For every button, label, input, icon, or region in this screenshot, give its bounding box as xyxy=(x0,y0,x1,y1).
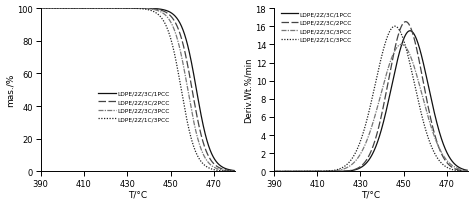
LDPE/2Z/3C/3PCC xyxy=(193,131,199,133)
LDPE/2Z/3C/1PCC xyxy=(193,87,199,89)
LDPE/2Z/3C/1PCC xyxy=(350,169,356,172)
Legend: LDPE/2Z/3C/1PCC, LDPE/2Z/3C/2PCC, LDPE/2Z/3C/3PCC, LDPE/2Z/1C/3PCC: LDPE/2Z/3C/1PCC, LDPE/2Z/3C/2PCC, LDPE/2… xyxy=(281,12,352,43)
LDPE/2Z/3C/1PCC xyxy=(38,8,44,10)
Line: LDPE/2Z/3C/3PCC: LDPE/2Z/3C/3PCC xyxy=(41,9,236,171)
LDPE/2Z/1C/3PCC xyxy=(58,8,64,10)
LDPE/2Z/1C/3PCC xyxy=(356,143,362,145)
LDPE/2Z/3C/2PCC xyxy=(233,170,238,172)
LDPE/2Z/3C/3PCC xyxy=(465,170,471,172)
LDPE/2Z/3C/1PCC xyxy=(58,8,64,10)
Line: LDPE/2Z/3C/1PCC: LDPE/2Z/3C/1PCC xyxy=(41,9,236,171)
LDPE/2Z/3C/2PCC xyxy=(271,170,277,173)
LDPE/2Z/3C/1PCC xyxy=(356,167,362,170)
LDPE/2Z/3C/2PCC xyxy=(58,8,64,10)
LDPE/2Z/3C/2PCC xyxy=(423,94,428,97)
LDPE/2Z/3C/2PCC xyxy=(291,170,297,173)
LDPE/2Z/1C/3PCC xyxy=(190,142,195,144)
Legend: LDPE/2Z/3C/1PCC, LDPE/2Z/3C/2PCC, LDPE/2Z/3C/3PCC, LDPE/2Z/1C/3PCC: LDPE/2Z/3C/1PCC, LDPE/2Z/3C/2PCC, LDPE/2… xyxy=(98,91,170,122)
LDPE/2Z/1C/3PCC xyxy=(405,54,410,56)
LDPE/2Z/3C/1PCC xyxy=(465,170,471,172)
LDPE/2Z/3C/2PCC xyxy=(172,21,177,23)
LDPE/2Z/1C/3PCC xyxy=(423,129,428,132)
LDPE/2Z/3C/3PCC xyxy=(405,50,410,52)
LDPE/2Z/3C/1PCC xyxy=(190,67,195,70)
X-axis label: T/°C: T/°C xyxy=(362,190,381,198)
LDPE/2Z/3C/2PCC xyxy=(356,166,362,169)
LDPE/2Z/1C/3PCC xyxy=(124,8,129,10)
LDPE/2Z/3C/3PCC xyxy=(233,170,238,173)
Line: LDPE/2Z/3C/2PCC: LDPE/2Z/3C/2PCC xyxy=(274,23,468,172)
X-axis label: T/°C: T/°C xyxy=(128,190,147,198)
LDPE/2Z/1C/3PCC xyxy=(350,157,356,159)
LDPE/2Z/3C/1PCC xyxy=(271,170,277,173)
LDPE/2Z/3C/3PCC xyxy=(291,170,297,173)
LDPE/2Z/3C/2PCC xyxy=(465,170,471,173)
LDPE/2Z/1C/3PCC xyxy=(271,170,277,173)
Y-axis label: Deriv.Wt.%/min: Deriv.Wt.%/min xyxy=(244,58,253,123)
LDPE/2Z/3C/2PCC xyxy=(117,8,122,10)
LDPE/2Z/3C/3PCC xyxy=(38,8,44,10)
LDPE/2Z/3C/2PCC xyxy=(427,111,432,114)
LDPE/2Z/3C/3PCC xyxy=(271,170,277,173)
LDPE/2Z/1C/3PCC xyxy=(291,170,297,173)
LDPE/2Z/3C/1PCC xyxy=(427,89,432,92)
LDPE/2Z/3C/3PCC xyxy=(423,108,428,110)
LDPE/2Z/3C/1PCC xyxy=(233,170,238,172)
LDPE/2Z/1C/3PCC xyxy=(193,152,199,154)
LDPE/2Z/1C/3PCC xyxy=(392,26,398,28)
Y-axis label: mas./%: mas./% xyxy=(6,74,15,107)
LDPE/2Z/3C/3PCC xyxy=(124,8,129,10)
LDPE/2Z/3C/3PCC xyxy=(399,44,404,46)
LDPE/2Z/3C/1PCC xyxy=(172,15,177,18)
LDPE/2Z/3C/3PCC xyxy=(350,163,356,165)
Line: LDPE/2Z/1C/3PCC: LDPE/2Z/1C/3PCC xyxy=(41,9,236,172)
Line: LDPE/2Z/3C/1PCC: LDPE/2Z/3C/1PCC xyxy=(274,32,468,172)
LDPE/2Z/3C/3PCC xyxy=(172,30,177,32)
LDPE/2Z/3C/2PCC xyxy=(350,169,356,172)
LDPE/2Z/3C/3PCC xyxy=(117,8,122,10)
LDPE/2Z/1C/3PCC xyxy=(117,8,122,10)
LDPE/2Z/1C/3PCC xyxy=(38,8,44,10)
LDPE/2Z/3C/3PCC xyxy=(190,115,195,117)
LDPE/2Z/1C/3PCC xyxy=(172,53,177,55)
LDPE/2Z/1C/3PCC xyxy=(465,170,471,173)
LDPE/2Z/3C/1PCC xyxy=(124,8,129,10)
Line: LDPE/2Z/3C/2PCC: LDPE/2Z/3C/2PCC xyxy=(41,9,236,171)
LDPE/2Z/3C/1PCC xyxy=(117,8,122,10)
LDPE/2Z/3C/2PCC xyxy=(124,8,129,10)
Line: LDPE/2Z/3C/3PCC: LDPE/2Z/3C/3PCC xyxy=(274,45,468,172)
LDPE/2Z/3C/2PCC xyxy=(193,111,199,113)
LDPE/2Z/3C/3PCC xyxy=(58,8,64,10)
LDPE/2Z/3C/1PCC xyxy=(423,73,428,76)
LDPE/2Z/1C/3PCC xyxy=(427,140,432,142)
LDPE/2Z/3C/1PCC xyxy=(291,170,297,173)
LDPE/2Z/3C/2PCC xyxy=(190,91,195,94)
LDPE/2Z/3C/3PCC xyxy=(427,120,432,122)
LDPE/2Z/3C/2PCC xyxy=(405,22,410,25)
LDPE/2Z/3C/2PCC xyxy=(38,8,44,10)
Line: LDPE/2Z/1C/3PCC: LDPE/2Z/1C/3PCC xyxy=(274,27,468,172)
LDPE/2Z/1C/3PCC xyxy=(233,170,238,173)
LDPE/2Z/3C/2PCC xyxy=(403,21,409,24)
LDPE/2Z/3C/3PCC xyxy=(356,154,362,157)
LDPE/2Z/3C/1PCC xyxy=(407,30,413,33)
LDPE/2Z/3C/1PCC xyxy=(405,32,410,34)
